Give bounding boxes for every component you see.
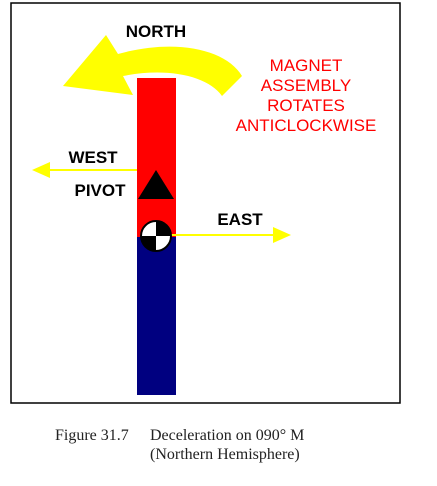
rotation-note: MAGNET ASSEMBLY ROTATES ANTICLOCKWISE	[236, 56, 377, 135]
magnet-blue-pole	[137, 237, 176, 395]
rotation-note-line: ROTATES	[267, 96, 345, 115]
pivot-label: PIVOT	[74, 181, 126, 200]
magnet-red-pole	[137, 78, 176, 238]
pivot-triangle-icon	[138, 170, 174, 199]
north-label: NORTH	[126, 22, 186, 41]
rotation-arrow	[63, 35, 242, 96]
rotation-note-line: ASSEMBLY	[261, 76, 351, 95]
west-label: WEST	[68, 148, 118, 167]
east-arrow	[160, 227, 291, 243]
rotation-note-line: ANTICLOCKWISE	[236, 116, 377, 135]
figure-title: Deceleration on 090° M	[150, 427, 305, 444]
figure-subtitle: (Northern Hemisphere)	[150, 446, 300, 463]
rotation-note-line: MAGNET	[270, 56, 343, 75]
east-label: EAST	[217, 210, 263, 229]
figure-caption: Figure 31.7 Deceleration on 090° M (Nort…	[55, 426, 425, 464]
west-arrow	[32, 162, 137, 178]
figure-number: Figure 31.7	[55, 427, 129, 444]
center-of-gravity-icon	[140, 220, 172, 252]
